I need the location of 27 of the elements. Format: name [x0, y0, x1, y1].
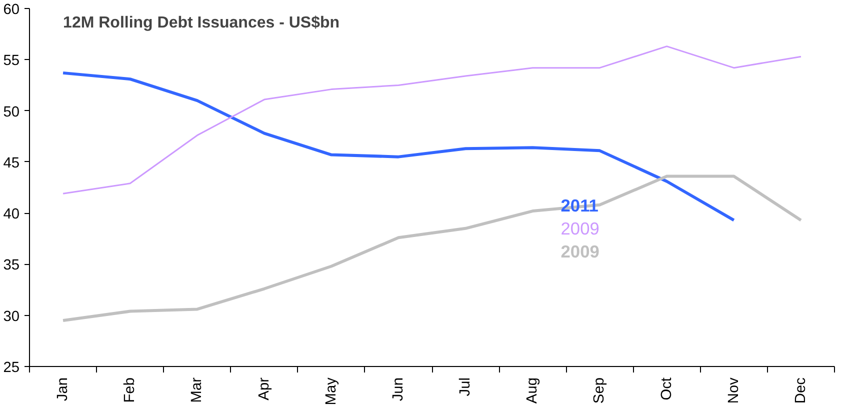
y-tick-label: 45: [3, 155, 20, 172]
chart-title: 12M Rolling Debt Issuances - US$bn: [63, 14, 340, 32]
y-tick-label: 50: [3, 104, 20, 120]
x-tick-label: Dec: [792, 377, 809, 404]
text: 2011: [560, 196, 599, 216]
x-tick-label: Nov: [726, 376, 742, 404]
x-tick-label: Mar: [189, 377, 206, 403]
text: 2009: [560, 218, 600, 238]
y-tick-label: 60: [3, 2, 20, 18]
y-tick-label: 25: [3, 360, 20, 376]
line-series: [62, 46, 802, 194]
x-tick-label: Jan: [55, 377, 72, 402]
y-tick-label: 30: [3, 308, 20, 325]
x-tick-label: Jun: [390, 377, 406, 402]
x-tick-label: Oct: [658, 377, 675, 400]
x-tick-label: Apr: [256, 377, 272, 400]
line-series: [62, 174, 802, 322]
x-tick-label: Jul: [458, 377, 474, 396]
y-tick-label: 55: [3, 53, 20, 70]
x-tick-label: May: [323, 376, 340, 406]
y-tick-label: 40: [3, 206, 20, 223]
x-tick-label: Feb: [122, 377, 138, 403]
y-tick-label: 35: [3, 258, 20, 274]
line-series: [62, 71, 736, 222]
series-label: 2009: [560, 242, 600, 262]
x-tick-label: Aug: [524, 378, 541, 404]
x-tick-label: Sep: [592, 378, 608, 404]
